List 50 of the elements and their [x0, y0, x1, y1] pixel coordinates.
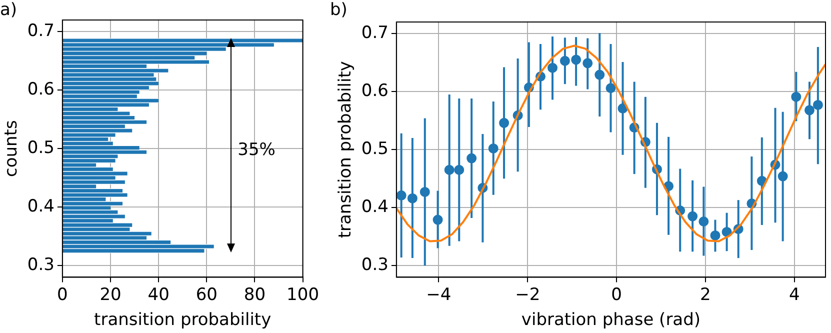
- chart-title: b): [330, 0, 348, 20]
- x-tick-label: 60: [196, 284, 218, 305]
- y-axis-title: counts: [2, 120, 22, 178]
- x-tick-label: 40: [148, 284, 170, 305]
- point: [606, 83, 616, 94]
- y-axis-title: transition probability: [336, 61, 356, 238]
- point: [688, 211, 698, 222]
- annotation: 35%: [238, 140, 276, 160]
- y-tick-label: 0.4: [27, 196, 54, 216]
- point: [454, 164, 464, 175]
- point: [812, 100, 823, 110]
- point: [698, 216, 709, 227]
- point: [548, 62, 558, 73]
- x-tick-label: 2: [700, 284, 711, 305]
- y-tick-label: 0.7: [27, 21, 54, 42]
- y-tick-label: 0.7: [361, 23, 388, 44]
- x-tick-label: 0: [57, 284, 68, 305]
- point: [804, 105, 814, 116]
- point: [582, 58, 593, 68]
- x-tick-label: −4: [426, 284, 452, 305]
- point: [407, 193, 418, 204]
- point: [432, 214, 443, 225]
- point: [791, 92, 802, 102]
- point: [710, 230, 720, 240]
- point: [560, 56, 570, 66]
- point: [488, 143, 498, 154]
- x-tick-label: 0: [611, 284, 622, 305]
- point: [466, 153, 477, 164]
- y-tick-label: 0.3: [27, 254, 54, 275]
- x-tick-label: 4: [788, 284, 800, 305]
- point: [778, 171, 788, 182]
- y-tick-label: 0.4: [361, 197, 388, 218]
- point: [396, 190, 406, 200]
- point: [571, 54, 582, 65]
- chart-title: a): [0, 0, 18, 20]
- y-tick-label: 0.6: [361, 81, 388, 102]
- y-tick-label: 0.6: [27, 80, 54, 100]
- point: [594, 70, 605, 80]
- x-tick-label: 100: [286, 284, 320, 305]
- x-tick-label: −2: [515, 284, 540, 305]
- point: [444, 164, 454, 175]
- x-axis-title: transition probability: [94, 310, 272, 330]
- x-tick-label: 20: [100, 284, 122, 305]
- y-tick-label: 0.5: [361, 139, 388, 160]
- point: [420, 186, 430, 197]
- y-tick-label: 0.5: [27, 138, 54, 158]
- y-tick-label: 0.3: [361, 255, 388, 276]
- x-axis-title: vibration phase (rad): [521, 310, 701, 330]
- point: [499, 118, 510, 128]
- x-tick-label: 80: [244, 284, 266, 305]
